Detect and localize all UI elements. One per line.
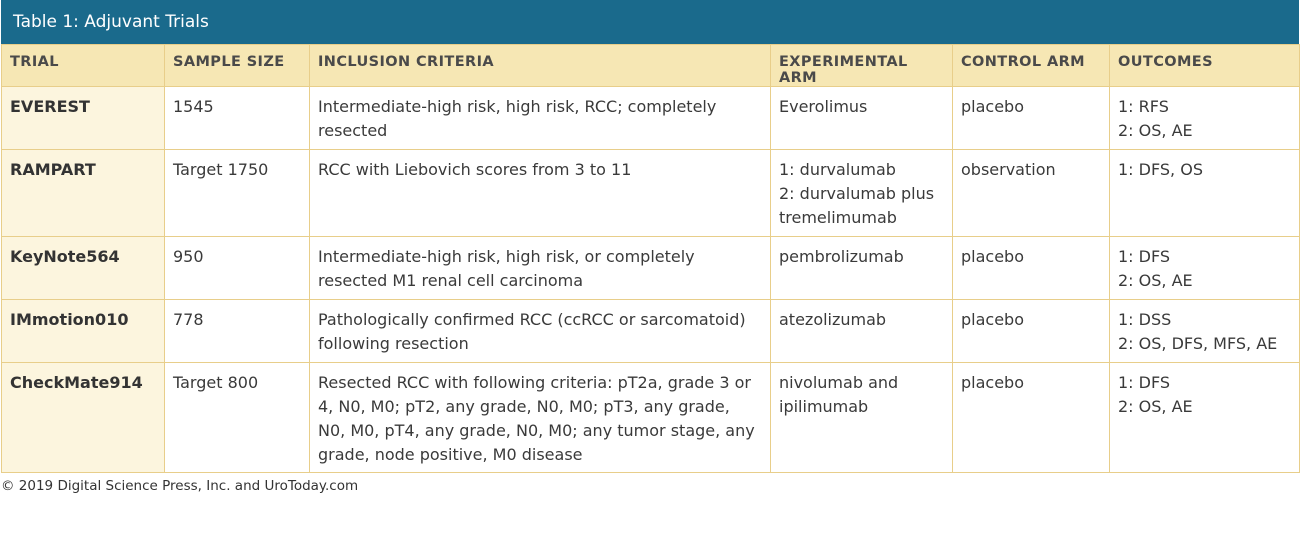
control-arm-cell: placebo (952, 236, 1110, 300)
sample-size-cell: 950 (164, 236, 310, 300)
control-arm-cell: placebo (952, 86, 1110, 150)
sample-size-cell: Target 1750 (164, 149, 310, 237)
table-row: IMmotion010 778 Pathologically confirmed… (1, 299, 1300, 363)
table-title: Table 1: Adjuvant Trials (1, 0, 1299, 44)
experimental-arm-cell: nivolumab and ipilimumab (770, 362, 953, 473)
control-arm-cell: observation (952, 149, 1110, 237)
control-arm-cell: placebo (952, 362, 1110, 473)
table-row: RAMPART Target 1750 RCC with Liebovich s… (1, 149, 1300, 237)
header-inclusion-criteria: INCLUSION CRITERIA (309, 44, 771, 87)
experimental-arm-cell: atezolizumab (770, 299, 953, 363)
trial-cell: CheckMate914 (1, 362, 165, 473)
header-trial: TRIAL (1, 44, 165, 87)
table-row: CheckMate914 Target 800 Resected RCC wit… (1, 362, 1300, 473)
trial-cell: EVEREST (1, 86, 165, 150)
sample-size-cell: Target 800 (164, 362, 310, 473)
outcomes-cell: 1: RFS 2: OS, AE (1109, 86, 1300, 150)
table-row: EVEREST 1545 Intermediate-high risk, hig… (1, 86, 1300, 150)
sample-size-cell: 1545 (164, 86, 310, 150)
adjuvant-trials-table-container: Table 1: Adjuvant Trials TRIAL SAMPLE SI… (1, 0, 1300, 473)
header-experimental-arm: EXPERIMENTAL ARM (770, 44, 953, 87)
experimental-arm-cell: Everolimus (770, 86, 953, 150)
outcomes-cell: 1: DSS 2: OS, DFS, MFS, AE (1109, 299, 1300, 363)
inclusion-criteria-cell: Intermediate-high risk, high risk, RCC; … (309, 86, 771, 150)
table-header-row: TRIAL SAMPLE SIZE INCLUSION CRITERIA EXP… (1, 44, 1300, 87)
table-row: KeyNote564 950 Intermediate-high risk, h… (1, 236, 1300, 300)
outcomes-cell: 1: DFS 2: OS, AE (1109, 236, 1300, 300)
inclusion-criteria-cell: Resected RCC with following criteria: pT… (309, 362, 771, 473)
header-outcomes: OUTCOMES (1109, 44, 1300, 87)
trial-cell: IMmotion010 (1, 299, 165, 363)
experimental-arm-cell: 1: durvalumab 2: durvalumab plus tremeli… (770, 149, 953, 237)
copyright-notice: © 2019 Digital Science Press, Inc. and U… (1, 478, 359, 494)
header-sample-size: SAMPLE SIZE (164, 44, 310, 87)
outcomes-cell: 1: DFS 2: OS, AE (1109, 362, 1300, 473)
outcomes-cell: 1: DFS, OS (1109, 149, 1300, 237)
inclusion-criteria-cell: RCC with Liebovich scores from 3 to 11 (309, 149, 771, 237)
inclusion-criteria-cell: Pathologically confirmed RCC (ccRCC or s… (309, 299, 771, 363)
control-arm-cell: placebo (952, 299, 1110, 363)
trial-cell: RAMPART (1, 149, 165, 237)
header-control-arm: CONTROL ARM (952, 44, 1110, 87)
sample-size-cell: 778 (164, 299, 310, 363)
experimental-arm-cell: pembrolizumab (770, 236, 953, 300)
inclusion-criteria-cell: Intermediate-high risk, high risk, or co… (309, 236, 771, 300)
trial-cell: KeyNote564 (1, 236, 165, 300)
adjuvant-trials-table: TRIAL SAMPLE SIZE INCLUSION CRITERIA EXP… (1, 44, 1300, 473)
